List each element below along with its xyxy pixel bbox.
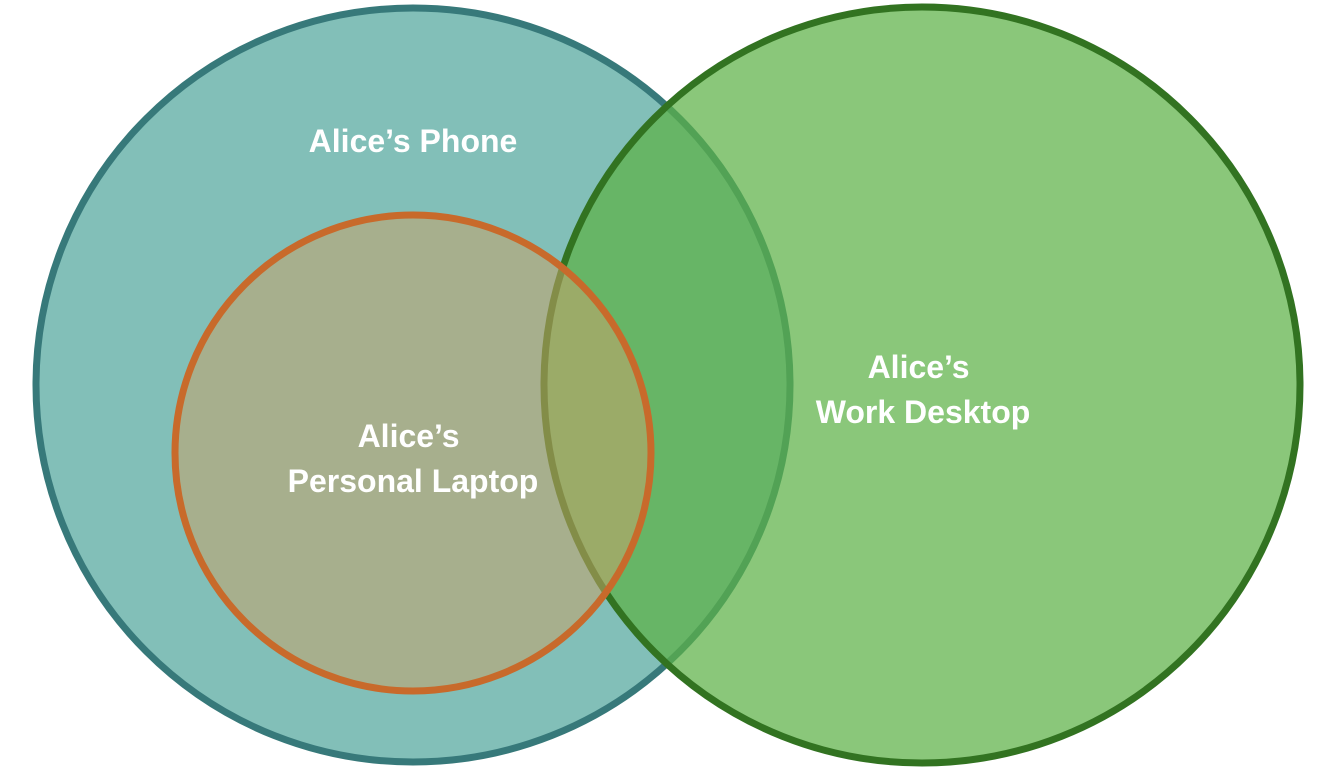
- set-phone-label: Alice’s Phone: [309, 123, 518, 159]
- set-personal-laptop-label-line-1: Alice’s: [358, 418, 460, 454]
- set-work-desktop-label-line-2: Work Desktop: [816, 394, 1031, 430]
- set-work-desktop-label: Alice’s Work Desktop: [816, 349, 1031, 430]
- set-phone-label-line-1: Alice’s Phone: [309, 123, 518, 159]
- set-work-desktop-label-line-1: Alice’s: [868, 349, 970, 385]
- set-personal-laptop-circle: [171, 211, 655, 695]
- set-personal-laptop-label-line-2: Personal Laptop: [288, 463, 539, 499]
- set-work-desktop-circle: [540, 3, 1304, 767]
- set-personal-laptop-label: Alice’s Personal Laptop: [288, 418, 539, 499]
